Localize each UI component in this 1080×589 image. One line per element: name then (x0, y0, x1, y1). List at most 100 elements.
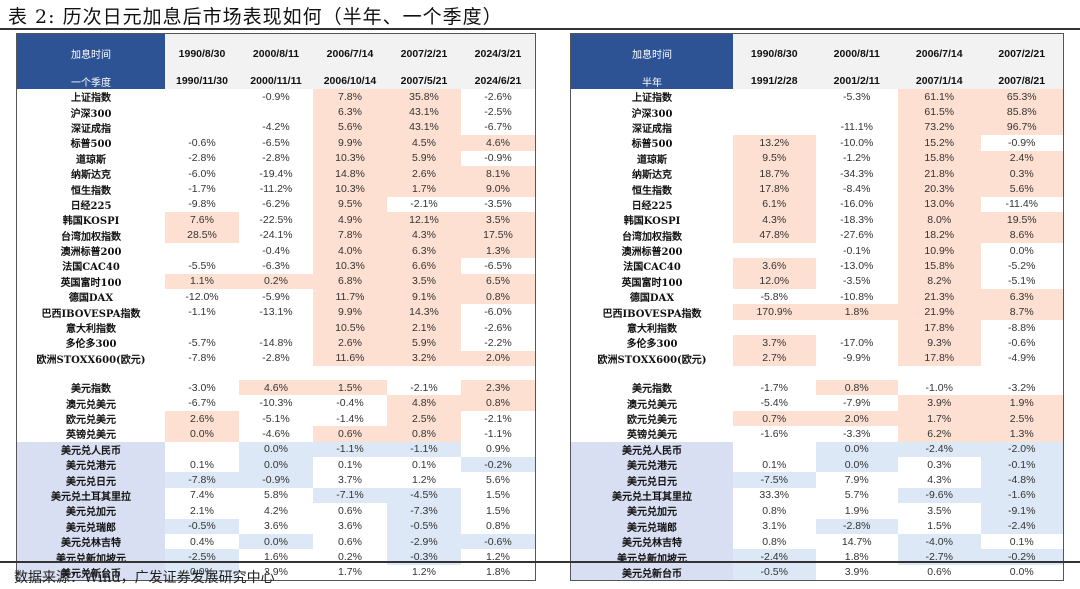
table-row: 意大利指数 10.5% 2.1% -2.6% (17, 319, 535, 336)
value-cell: 0.0% (815, 441, 898, 457)
value-cell: 0.8% (387, 426, 461, 442)
value-cell: -9.8% (188, 198, 216, 211)
value-cell: -6.0% (188, 167, 216, 180)
header-start-date: 2006/7/14 (898, 34, 981, 73)
table-row: 美元兑日元 -7.5% 7.9% 4.3% -4.8% (571, 472, 1063, 488)
value-cell (165, 243, 239, 258)
row-label: 美元兑港元 (17, 456, 165, 473)
header-start-date: 1990/8/30 (165, 34, 239, 73)
value-cell: 4.9% (313, 212, 387, 228)
table-row: 日经225 6.1% -16.0% 13.0% -11.4% (571, 196, 1063, 213)
table-row: 英国富时100 1.1% 0.2% 6.8% 3.5% 6.5% (17, 273, 535, 290)
table-row: 美元兑林吉特 0.8% 14.7% -4.0% 0.1% (571, 533, 1063, 550)
row-label: 美元指数 (71, 384, 111, 396)
table-row: 美元兑日元 -7.8% -0.9% 3.7% 1.2% 5.6% (17, 472, 535, 488)
value-cell: 21.9% (898, 304, 981, 320)
value-cell: 2.6% (165, 410, 239, 427)
value-cell: 10.3% (313, 150, 387, 166)
value-cell: 0.8% (461, 395, 535, 411)
row-label: 美元兑林吉特 (17, 533, 165, 550)
value-cell: 0.6% (338, 535, 362, 548)
value-cell: 1.8% (844, 551, 869, 564)
value-cell: -6.5% (262, 136, 290, 149)
section-spacer (17, 366, 535, 380)
table-row: 恒生指数 17.8% -8.4% 20.3% 5.6% (571, 181, 1063, 197)
table-row: 法国CAC40 -5.5% -6.3% 10.3% 6.6% -6.5% (17, 258, 535, 274)
value-cell: 10.3% (313, 181, 387, 197)
value-cell: 7.9% (844, 474, 869, 487)
value-cell: -2.7% (898, 549, 981, 565)
header-label-hike-date: 加息时间 (571, 34, 733, 73)
row-label: 美元兑新台币 (571, 564, 733, 581)
value-cell: 11.7% (313, 289, 387, 305)
row-label: 台湾加权指数 (622, 231, 682, 243)
value-cell: 5.6% (980, 181, 1063, 197)
value-cell: -27.6% (840, 229, 874, 242)
header-end-date: 2001/2/11 (815, 73, 898, 89)
row-label: 道琼斯 (637, 154, 667, 166)
spacer-cell (239, 366, 313, 380)
row-label: 英国富时100 (621, 277, 683, 289)
value-cell: -1.1% (484, 427, 512, 440)
row-label: 美元兑瑞郎 (17, 518, 165, 534)
value-cell: 0.4% (190, 535, 214, 548)
value-cell: 6.3% (313, 104, 387, 120)
value-cell: -0.4% (336, 397, 364, 410)
spacer-cell (387, 366, 461, 380)
table-row: 美元指数 -1.7% 0.8% -1.0% -3.2% (571, 380, 1063, 396)
value-cell: -24.1% (259, 229, 293, 242)
value-cell: -2.6% (484, 90, 512, 103)
value-cell: -6.3% (262, 259, 290, 272)
value-cell: -4.5% (387, 487, 461, 504)
value-cell: 10.3% (313, 258, 387, 274)
value-cell: 17.8% (898, 350, 981, 367)
value-cell: 2.6% (387, 165, 461, 182)
value-cell: -0.9% (1008, 136, 1036, 149)
table-row: 美元兑人民币 0.0% -1.1% -1.1% 0.9% (17, 441, 535, 457)
spacer-cell (313, 366, 387, 380)
value-cell: 3.9% (898, 395, 981, 411)
value-cell: 6.6% (387, 258, 461, 274)
value-cell: -2.1% (410, 198, 438, 211)
value-cell (165, 120, 239, 135)
value-cell: -5.1% (1008, 275, 1036, 288)
value-cell: -5.9% (262, 290, 290, 303)
value-cell: -0.5% (165, 518, 239, 534)
value-cell: -0.4% (262, 244, 290, 257)
value-cell: 9.1% (387, 289, 461, 305)
row-label: 美元兑日元 (17, 472, 165, 488)
value-cell (733, 243, 816, 258)
value-cell (239, 320, 313, 335)
value-cell: 1.2% (412, 566, 436, 579)
value-cell: 5.7% (844, 489, 869, 502)
table-row: 美元兑土耳其里拉 7.4% 5.8% -7.1% -4.5% 1.5% (17, 487, 535, 504)
table-row: 欧元兑美元 0.7% 2.0% 1.7% 2.5% (571, 410, 1063, 427)
value-cell: -13.0% (840, 259, 874, 272)
row-label: 韩国KOSPI (62, 216, 120, 228)
value-cell: 1.9% (844, 504, 869, 517)
value-cell: 170.9% (733, 304, 816, 320)
value-cell: 0.8% (486, 520, 510, 533)
header-row-start-dates: 加息时间 1990/8/30 2000/8/11 2006/7/14 2007/2/21… (17, 34, 535, 73)
row-label: 道琼斯 (76, 154, 106, 166)
row-label: 多伦多300 (626, 339, 678, 351)
value-cell: 3.5% (387, 273, 461, 290)
table-row: 美元兑新加坡元 -2.4% 1.8% -2.7% -0.2% (571, 549, 1063, 565)
row-label: 美元兑日元 (571, 472, 733, 488)
value-cell: 43.1% (387, 119, 461, 136)
row-label: 美元兑新加坡元 (17, 549, 165, 565)
value-cell: 8.7% (980, 304, 1063, 320)
value-cell: 18.2% (898, 227, 981, 243)
row-label: 美元兑土耳其里拉 (571, 487, 733, 504)
value-cell: 1.2% (412, 474, 436, 487)
value-cell: 5.9% (387, 335, 461, 351)
row-label: 纳斯达克 (71, 170, 111, 182)
value-cell: -1.2% (843, 152, 871, 165)
value-cell: 3.5% (461, 212, 535, 228)
value-cell: 12.0% (733, 273, 816, 290)
value-cell: -0.9% (239, 472, 313, 488)
value-cell: 61.5% (898, 104, 981, 120)
value-cell: 0.1% (190, 458, 214, 471)
value-cell: -10.8% (840, 290, 874, 303)
value-cell: 0.1% (412, 458, 436, 471)
